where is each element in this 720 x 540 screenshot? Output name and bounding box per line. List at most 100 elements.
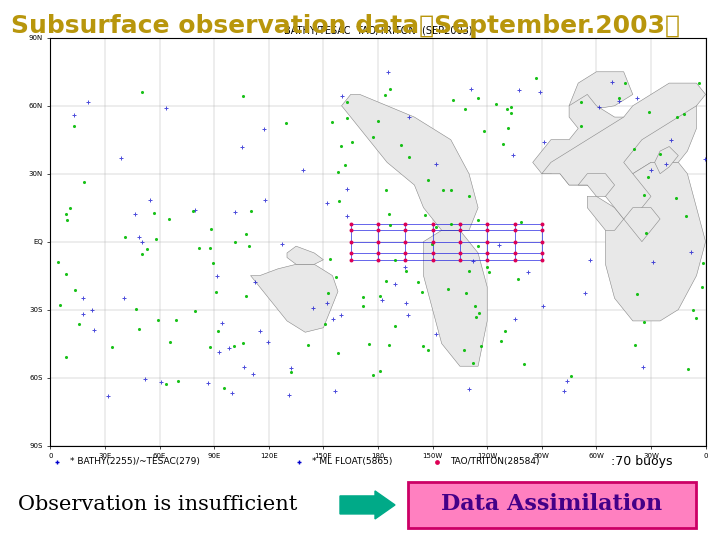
Point: [467, 359, 479, 367]
Point: [502, 124, 513, 132]
Point: [534, 87, 546, 96]
Point: [465, 84, 477, 93]
Point: [539, 138, 550, 146]
Point: [60, 353, 72, 362]
Point: [218, 384, 230, 393]
Point: [472, 242, 484, 251]
Point: [509, 226, 521, 235]
Point: [536, 226, 548, 235]
Point: [374, 291, 385, 300]
Text: Observation is insufficient: Observation is insufficient: [18, 495, 297, 515]
Point: [357, 293, 369, 301]
Point: [639, 190, 650, 199]
Point: [51, 457, 63, 466]
Point: [643, 108, 654, 117]
Point: [364, 340, 375, 349]
Point: [187, 207, 199, 216]
Point: [458, 346, 469, 355]
Point: [193, 244, 204, 252]
Point: [518, 359, 529, 368]
Point: [442, 285, 454, 294]
Point: [400, 226, 411, 235]
Point: [380, 276, 392, 285]
Point: [224, 343, 235, 352]
Point: [402, 310, 413, 319]
Point: [307, 303, 319, 312]
Point: [698, 259, 709, 268]
Point: [427, 219, 438, 228]
Point: [631, 93, 642, 102]
Point: [297, 166, 309, 174]
Point: [161, 380, 172, 389]
Point: [420, 211, 431, 220]
Point: [341, 212, 353, 220]
Point: [497, 140, 508, 149]
Point: [400, 255, 411, 264]
Point: [189, 206, 201, 215]
Point: [472, 215, 484, 224]
Point: [212, 327, 223, 335]
Point: [55, 300, 66, 309]
Point: [536, 237, 548, 246]
Point: [322, 199, 333, 207]
Point: [505, 103, 516, 111]
Point: [229, 208, 240, 217]
Point: [500, 327, 511, 336]
Point: [276, 239, 287, 248]
Point: [631, 289, 643, 298]
Title: BATHY/TESAC  TAO/TRITON  (SEP2003): BATHY/TESAC TAO/TRITON (SEP2003): [284, 25, 472, 36]
Point: [202, 379, 214, 387]
Point: [73, 320, 85, 329]
Point: [464, 192, 475, 200]
Point: [558, 387, 570, 395]
Point: [390, 256, 401, 265]
Point: [236, 143, 248, 151]
Point: [654, 150, 666, 159]
FancyArrow shape: [340, 491, 395, 519]
Point: [367, 370, 379, 379]
Point: [431, 329, 442, 338]
Point: [509, 248, 521, 257]
Point: [60, 269, 72, 278]
Point: [377, 296, 388, 305]
Point: [399, 263, 410, 272]
Point: [647, 258, 658, 266]
Point: [372, 117, 384, 126]
Point: [240, 230, 252, 238]
Point: [629, 341, 641, 349]
Point: [339, 161, 351, 170]
Point: [383, 341, 395, 349]
Point: [345, 248, 356, 257]
Point: [400, 219, 411, 228]
Point: [427, 255, 438, 264]
Point: [60, 210, 72, 219]
Point: [70, 286, 81, 295]
Point: [403, 113, 415, 122]
Point: [495, 337, 507, 346]
Point: [372, 219, 384, 228]
Point: [575, 98, 587, 106]
Point: [472, 94, 484, 103]
Point: [160, 103, 171, 112]
Point: [89, 326, 100, 334]
Point: [285, 363, 297, 372]
Point: [77, 309, 89, 318]
Point: [345, 237, 356, 246]
Point: [319, 319, 330, 328]
Point: [469, 302, 480, 310]
Point: [341, 97, 352, 106]
Point: [613, 97, 625, 105]
Point: [637, 363, 649, 372]
Point: [336, 141, 347, 150]
Text: * ML FLOAT(5865): * ML FLOAT(5865): [312, 457, 393, 466]
Point: [492, 241, 504, 249]
Point: [77, 293, 89, 302]
Point: [646, 165, 657, 174]
Point: [163, 214, 175, 223]
Point: [243, 241, 255, 250]
Point: [448, 96, 459, 104]
Point: [478, 126, 490, 135]
Point: [423, 176, 434, 184]
Point: [690, 313, 701, 322]
Text: TAO/TRITON(28584): TAO/TRITON(28584): [450, 457, 539, 466]
